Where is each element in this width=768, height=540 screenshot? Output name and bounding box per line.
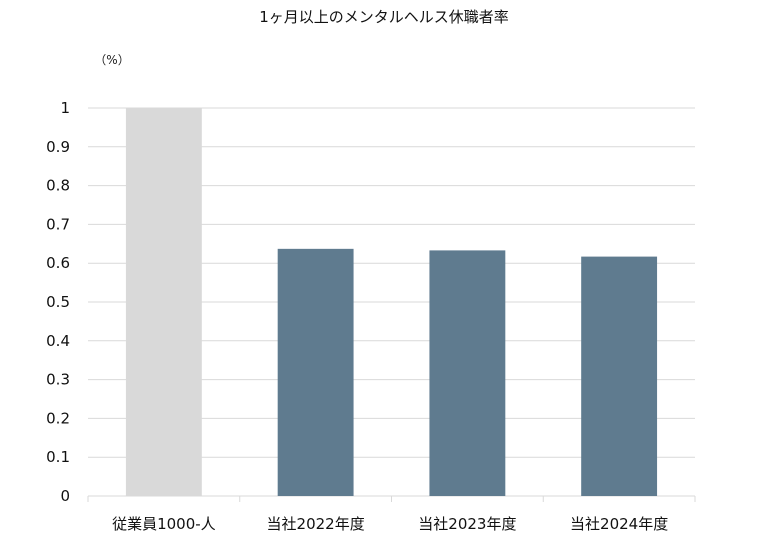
y-unit-label: （%） bbox=[94, 53, 129, 67]
y-tick-label: 1 bbox=[60, 99, 70, 117]
bar-4 bbox=[581, 256, 658, 496]
x-tick-label: 当社2024年度 bbox=[570, 515, 668, 533]
chart-title: 1ヶ月以上のメンタルヘルス休職者率 bbox=[259, 8, 509, 26]
bars bbox=[125, 108, 658, 496]
x-axis-ticks: 従業員1000-人 当社2022年度 当社2023年度 当社2024年度 bbox=[112, 515, 668, 533]
y-axis-ticks: 0 0.1 0.2 0.3 0.4 0.5 0.6 0.7 0.8 0.9 1 bbox=[46, 99, 70, 505]
y-tick-label: 0.9 bbox=[46, 138, 70, 156]
y-tick-label: 0.6 bbox=[46, 254, 70, 272]
y-tick-label: 0.2 bbox=[46, 409, 70, 427]
bar-1 bbox=[125, 108, 202, 496]
bar-3 bbox=[429, 250, 506, 496]
x-tick-label: 当社2023年度 bbox=[418, 515, 516, 533]
y-tick-label: 0.8 bbox=[46, 177, 70, 195]
y-tick-label: 0.1 bbox=[46, 448, 70, 466]
x-tick-label: 従業員1000-人 bbox=[112, 515, 216, 533]
y-tick-label: 0.5 bbox=[46, 293, 70, 311]
y-tick-label: 0.3 bbox=[46, 371, 70, 389]
y-tick-label: 0.7 bbox=[46, 215, 70, 233]
y-tick-label: 0.4 bbox=[46, 332, 70, 350]
bar-2 bbox=[277, 248, 354, 496]
x-tick-label: 当社2022年度 bbox=[267, 515, 365, 533]
y-tick-label: 0 bbox=[60, 487, 70, 505]
